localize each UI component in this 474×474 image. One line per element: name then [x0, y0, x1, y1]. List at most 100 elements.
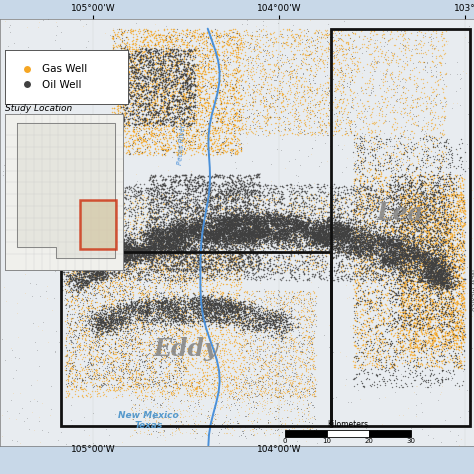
Point [173, 85, 180, 93]
Point [142, 302, 150, 310]
Point [165, 103, 173, 111]
Point [182, 251, 190, 258]
Point [148, 173, 155, 181]
Point [434, 264, 442, 271]
Point [202, 263, 210, 271]
Point [198, 313, 205, 320]
Point [123, 252, 130, 259]
Point [152, 329, 160, 337]
Point [71, 281, 78, 289]
Point [182, 78, 189, 85]
Point [430, 44, 438, 52]
Point [391, 161, 398, 168]
Point [126, 251, 133, 258]
Point [366, 236, 374, 243]
Point [279, 392, 287, 400]
Point [100, 250, 107, 258]
Point [159, 242, 166, 250]
Point [144, 46, 152, 54]
Point [304, 385, 312, 392]
Point [387, 167, 395, 175]
Point [318, 118, 326, 125]
Point [377, 235, 385, 243]
Point [256, 124, 264, 132]
Point [255, 345, 263, 353]
Point [179, 135, 186, 143]
Point [379, 294, 387, 302]
Point [406, 277, 413, 284]
Point [418, 177, 425, 185]
Point [218, 187, 226, 194]
Point [246, 213, 254, 221]
Point [175, 304, 182, 312]
Point [93, 391, 101, 398]
Point [146, 303, 153, 310]
Point [237, 304, 245, 311]
Point [268, 217, 276, 224]
Point [156, 119, 164, 127]
Point [216, 220, 224, 228]
Point [258, 232, 266, 239]
Point [406, 228, 414, 235]
Point [124, 227, 131, 235]
Point [159, 309, 166, 316]
Point [356, 329, 364, 337]
Point [393, 195, 401, 203]
Point [383, 289, 391, 296]
Point [380, 53, 388, 61]
Point [82, 370, 90, 378]
Point [201, 320, 209, 328]
Point [137, 246, 145, 254]
Point [76, 260, 83, 268]
Point [196, 250, 203, 257]
Point [436, 283, 443, 291]
Point [361, 185, 369, 192]
Point [168, 230, 176, 237]
Point [133, 35, 141, 43]
Point [312, 380, 319, 387]
Point [249, 231, 257, 238]
Point [310, 222, 317, 229]
Point [424, 270, 431, 278]
Point [279, 234, 286, 242]
Point [226, 205, 234, 212]
Point [217, 61, 224, 68]
Point [94, 336, 101, 344]
Point [199, 302, 206, 310]
Point [230, 393, 238, 401]
Point [419, 256, 426, 264]
Point [192, 252, 200, 260]
Point [97, 250, 104, 258]
Point [429, 269, 437, 276]
Point [358, 297, 366, 304]
Point [304, 27, 312, 35]
Point [75, 267, 82, 274]
Point [266, 29, 273, 36]
Point [182, 226, 190, 234]
Point [384, 203, 392, 210]
Point [441, 278, 448, 285]
Point [425, 259, 432, 266]
Point [387, 237, 395, 245]
Point [118, 238, 126, 246]
Point [292, 348, 300, 356]
Point [139, 87, 147, 95]
Point [255, 194, 263, 202]
Point [286, 230, 293, 238]
Point [363, 255, 370, 262]
Point [396, 256, 404, 264]
Point [442, 269, 450, 277]
Point [363, 178, 371, 186]
Point [244, 211, 251, 219]
Point [78, 376, 86, 384]
Point [140, 284, 147, 292]
Point [173, 78, 181, 86]
Point [393, 274, 401, 282]
Point [409, 229, 416, 237]
Point [287, 324, 294, 331]
Point [130, 211, 137, 219]
Point [180, 250, 187, 258]
Point [419, 268, 427, 276]
Point [51, 153, 59, 161]
Point [194, 180, 201, 187]
